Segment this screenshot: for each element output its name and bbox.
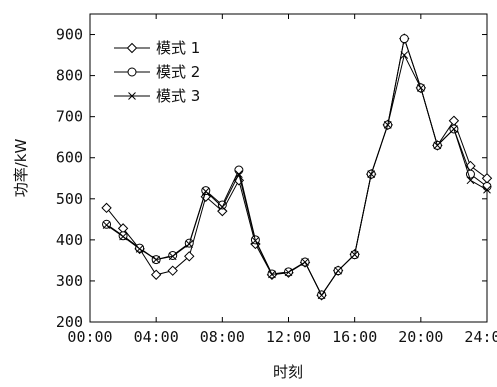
y-tick-label: 400: [56, 231, 83, 249]
x-tick-label: 00:00: [67, 328, 112, 346]
data-point-x: [483, 185, 491, 194]
legend-label: 模式 3: [156, 87, 200, 105]
data-point-x: [450, 125, 458, 133]
data-point-x: [235, 170, 243, 179]
data-point-x: [317, 291, 326, 300]
data-point-x: [334, 266, 342, 275]
y-tick-label: 300: [56, 272, 83, 290]
x-tick-label: 04:00: [134, 328, 179, 346]
y-tick-label: 500: [56, 190, 83, 208]
x-tick-label: 12:00: [266, 328, 311, 346]
data-point-x: [152, 255, 161, 264]
data-point-x: [128, 92, 136, 100]
data-point-x: [433, 141, 442, 150]
y-tick-label: 600: [56, 149, 83, 167]
legend-entry-2: 模式 2: [114, 63, 200, 81]
data-point-circle: [399, 34, 409, 44]
series-3: [102, 51, 491, 300]
x-tick-label: 08:00: [200, 328, 245, 346]
data-point-x: [251, 236, 260, 245]
legend-entry-1: 模式 1: [114, 39, 200, 57]
x-axis-title: 时刻: [273, 363, 303, 381]
data-point-diamond: [101, 202, 112, 214]
data-point-x: [383, 121, 392, 129]
data-point-x: [301, 258, 309, 266]
y-axis-title: 功率/kW: [12, 139, 30, 198]
x-tick-label: 20:00: [398, 328, 443, 346]
legend-entry-3: 模式 3: [114, 87, 200, 105]
data-point-diamond: [167, 265, 178, 276]
data-point-x: [135, 245, 144, 253]
data-point-circle: [234, 165, 244, 175]
data-point-diamond: [184, 251, 195, 262]
data-point-circle: [465, 169, 475, 179]
series-line: [106, 53, 488, 297]
axis-ticks: 200 300 400 500 600 700 800 900 00:00 04:00 08:00 1…: [56, 14, 497, 346]
x-tick-label: 16:00: [332, 328, 377, 346]
data-point-circle: [127, 67, 137, 77]
x-tick-label: 24:00: [464, 328, 497, 346]
y-tick-label: 800: [56, 67, 83, 85]
data-point-x: [218, 203, 227, 211]
data-point-diamond: [150, 269, 162, 280]
data-point-x: [168, 252, 177, 261]
data-point-circle: [201, 186, 211, 196]
data-point-x: [102, 221, 111, 229]
data-point-x: [466, 176, 475, 185]
y-tick-label: 900: [56, 26, 83, 44]
data-point-diamond: [481, 173, 493, 184]
data-point-x: [201, 187, 210, 196]
series-layer: [101, 33, 493, 301]
data-point-x: [367, 170, 376, 179]
data-point-x: [119, 232, 127, 241]
y-tick-label: 200: [56, 313, 83, 331]
legend-label: 模式 1: [156, 39, 200, 57]
data-point-x: [268, 270, 276, 279]
y-tick-label: 700: [56, 108, 83, 126]
data-point-circle: [168, 250, 178, 260]
data-point-x: [284, 268, 293, 277]
data-point-x: [416, 84, 425, 92]
data-point-x: [185, 240, 194, 248]
data-point-x: [350, 250, 359, 259]
data-point-diamond: [126, 42, 138, 54]
data-point-diamond: [448, 115, 460, 126]
data-point-x: [400, 51, 409, 59]
legend-label: 模式 2: [156, 63, 200, 81]
legend: 模式 1 模式 2 模式 3: [114, 39, 200, 105]
